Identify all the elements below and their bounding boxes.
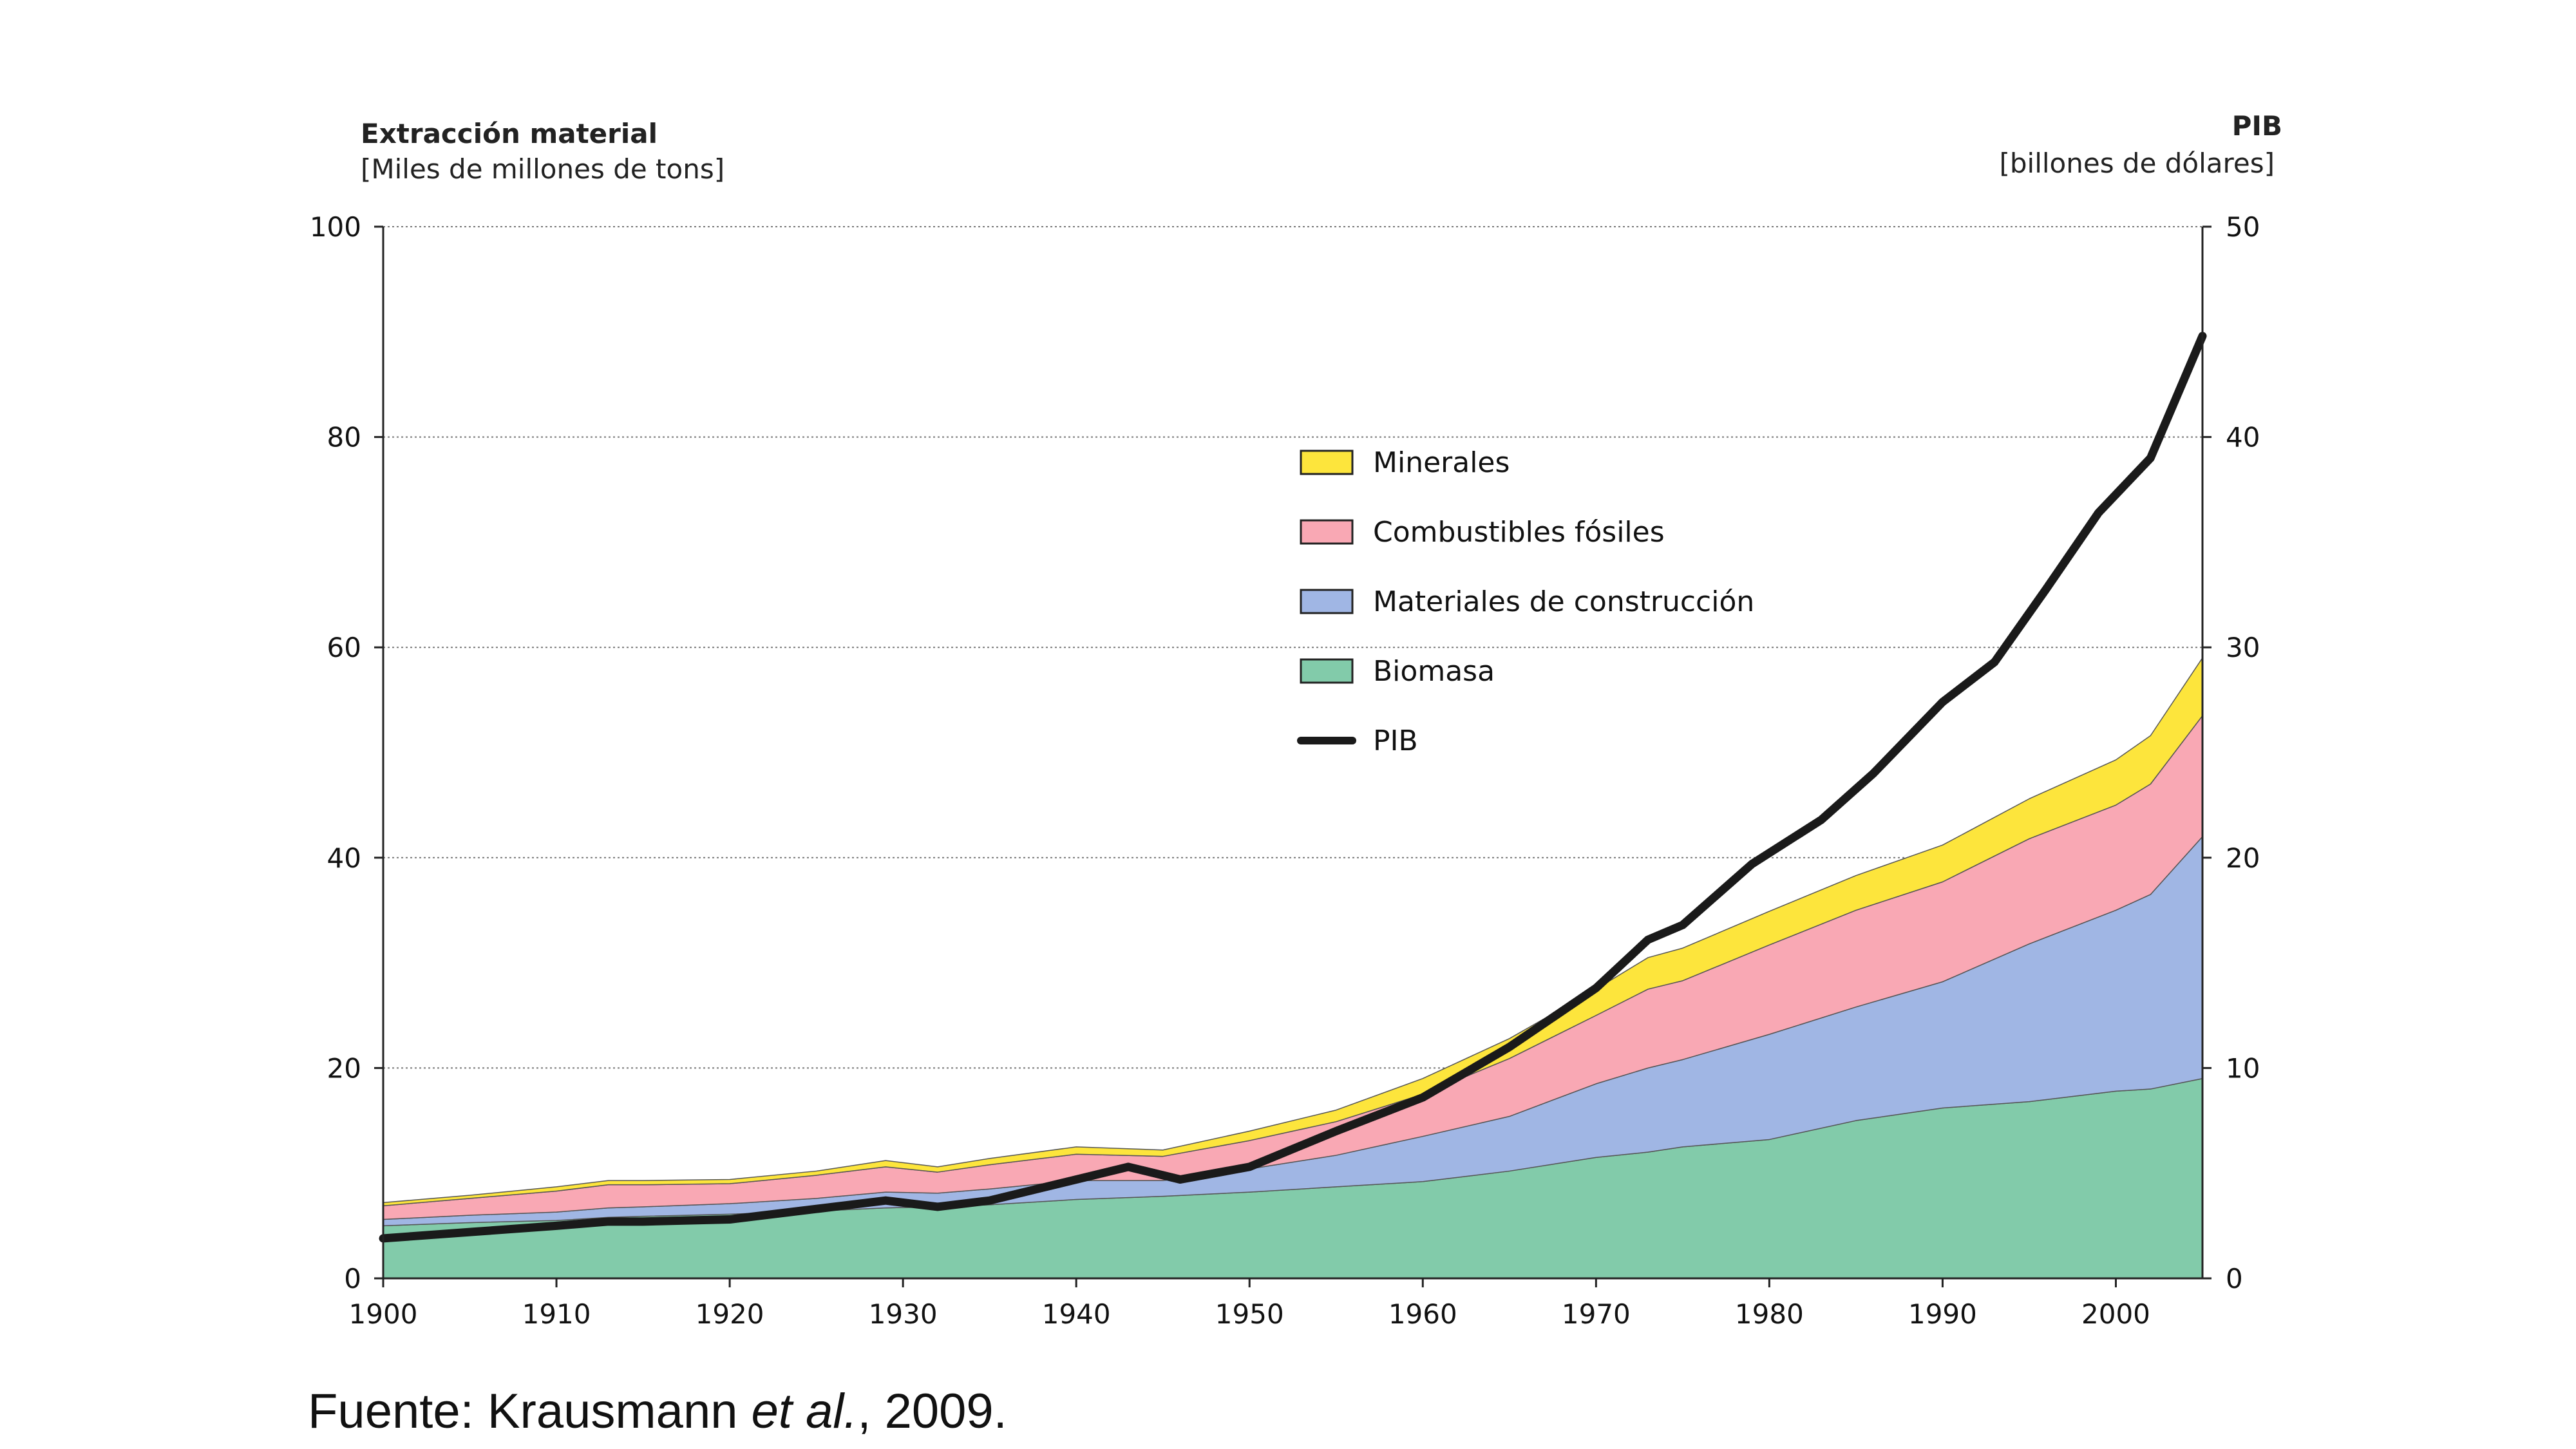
legend-swatch-minerales <box>1300 450 1354 475</box>
right-axis-unit: [billones de dólares] <box>1999 147 2275 179</box>
x-tick-label: 1940 <box>1042 1298 1111 1330</box>
source-citation: Fuente: Krausmann et al., 2009. <box>308 1383 1007 1439</box>
left-tick-label: 40 <box>327 842 361 874</box>
legend-label-materiales-de-construccion: Materiales de construcción <box>1373 585 1754 618</box>
axis-ticks: 0 20 40 60 80 100 0 10 20 30 40 50 1900 1910 1920 1930 1… <box>310 211 2260 1330</box>
x-tick-label: 1900 <box>349 1298 418 1330</box>
left-axis-unit: [Miles de millones de tons] <box>361 153 724 185</box>
legend-label-pib: PIB <box>1373 724 1418 757</box>
left-tick-label: 80 <box>327 422 361 453</box>
x-tick-label: 1970 <box>1562 1298 1631 1330</box>
x-tick-label: 1930 <box>869 1298 938 1330</box>
left-tick-label: 100 <box>310 211 361 243</box>
plot-frame <box>382 227 2204 1280</box>
right-tick-label: 10 <box>2226 1052 2260 1084</box>
x-tick-label: 1980 <box>1735 1298 1804 1330</box>
x-tick-label: 1990 <box>1908 1298 1977 1330</box>
stacked-areas <box>383 657 2203 1279</box>
x-tick-label: 1950 <box>1215 1298 1284 1330</box>
left-tick-label: 0 <box>344 1263 361 1294</box>
legend-label-minerales: Minerales <box>1373 446 1510 479</box>
x-tick-label: 2000 <box>2081 1298 2150 1330</box>
left-tick-label: 60 <box>327 632 361 663</box>
right-tick-label: 30 <box>2226 632 2260 663</box>
legend-label-biomasa: Biomasa <box>1373 655 1495 688</box>
pib-line-group <box>379 332 2207 1243</box>
legend-swatch-biomasa <box>1300 658 1354 684</box>
x-tick-label: 1910 <box>522 1298 591 1330</box>
right-tick-label: 40 <box>2226 422 2260 453</box>
legend-label-combustibles-fosiles: Combustibles fósiles <box>1373 516 1665 549</box>
axis-titles: Extracción material [Miles de millones d… <box>361 110 2282 185</box>
right-tick-label: 20 <box>2226 842 2260 874</box>
legend: Minerales Combustibles fósiles Materiales … <box>1297 446 1754 757</box>
x-tick-label: 1960 <box>1388 1298 1457 1330</box>
legend-swatch-materiales-de-construccion <box>1300 589 1354 614</box>
legend-swatch-combustibles-fosiles <box>1300 519 1354 545</box>
source-prefix: Fuente: Krausmann <box>308 1384 752 1439</box>
line-pib <box>379 332 2207 1243</box>
left-axis-title: Extracción material <box>361 118 658 149</box>
right-tick-label: 0 <box>2226 1263 2243 1294</box>
source-suffix: , 2009. <box>857 1384 1007 1439</box>
right-tick-label: 50 <box>2226 211 2260 243</box>
x-tick-label: 1920 <box>696 1298 764 1330</box>
source-italic: et al. <box>751 1384 858 1439</box>
right-axis-title: PIB <box>2232 110 2282 142</box>
left-tick-label: 20 <box>327 1052 361 1084</box>
